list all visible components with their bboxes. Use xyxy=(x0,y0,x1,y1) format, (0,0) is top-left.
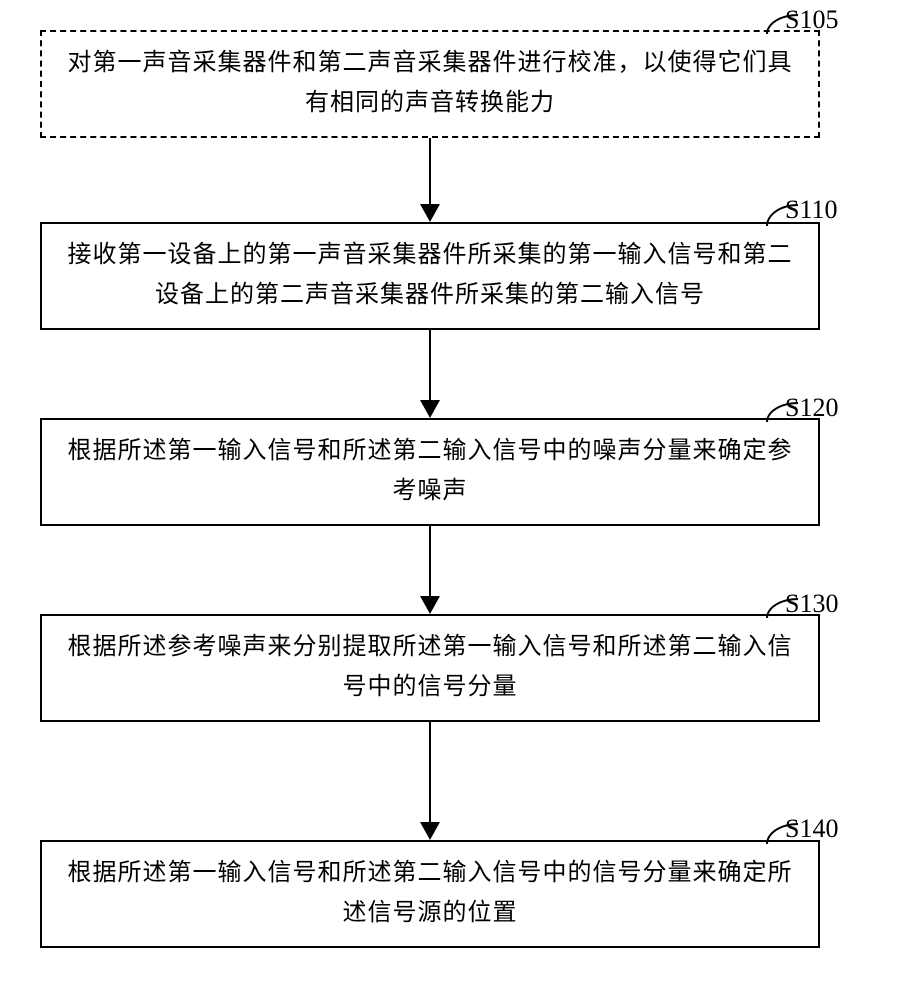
step-box-s110: 接收第一设备上的第一声音采集器件所采集的第一输入信号和第二设备上的第二声音采集器… xyxy=(40,222,820,330)
step-label-s140: S140 xyxy=(785,814,838,844)
arrow-s130-s140 xyxy=(420,722,440,840)
step-label-s120: S120 xyxy=(785,393,838,423)
step-label-s110: S110 xyxy=(785,195,838,225)
step-text-s105: 对第一声音采集器件和第二声音采集器件进行校准，以使得它们具有相同的声音转换能力 xyxy=(66,44,794,123)
step-box-s140: 根据所述第一输入信号和所述第二输入信号中的信号分量来确定所述信号源的位置 xyxy=(40,840,820,948)
flowchart-canvas: 对第一声音采集器件和第二声音采集器件进行校准，以使得它们具有相同的声音转换能力 … xyxy=(0,0,919,1000)
step-box-s130: 根据所述参考噪声来分别提取所述第一输入信号和所述第二输入信号中的信号分量 xyxy=(40,614,820,722)
step-text-s110: 接收第一设备上的第一声音采集器件所采集的第一输入信号和第二设备上的第二声音采集器… xyxy=(66,236,794,315)
step-box-s120: 根据所述第一输入信号和所述第二输入信号中的噪声分量来确定参考噪声 xyxy=(40,418,820,526)
step-text-s120: 根据所述第一输入信号和所述第二输入信号中的噪声分量来确定参考噪声 xyxy=(66,432,794,511)
step-text-s130: 根据所述参考噪声来分别提取所述第一输入信号和所述第二输入信号中的信号分量 xyxy=(66,628,794,707)
arrow-s105-s110 xyxy=(420,138,440,222)
arrow-s110-s120 xyxy=(420,330,440,418)
step-text-s140: 根据所述第一输入信号和所述第二输入信号中的信号分量来确定所述信号源的位置 xyxy=(66,854,794,933)
step-label-s130: S130 xyxy=(785,589,838,619)
arrow-s120-s130 xyxy=(420,526,440,614)
step-box-s105: 对第一声音采集器件和第二声音采集器件进行校准，以使得它们具有相同的声音转换能力 xyxy=(40,30,820,138)
step-label-s105: S105 xyxy=(785,5,838,35)
